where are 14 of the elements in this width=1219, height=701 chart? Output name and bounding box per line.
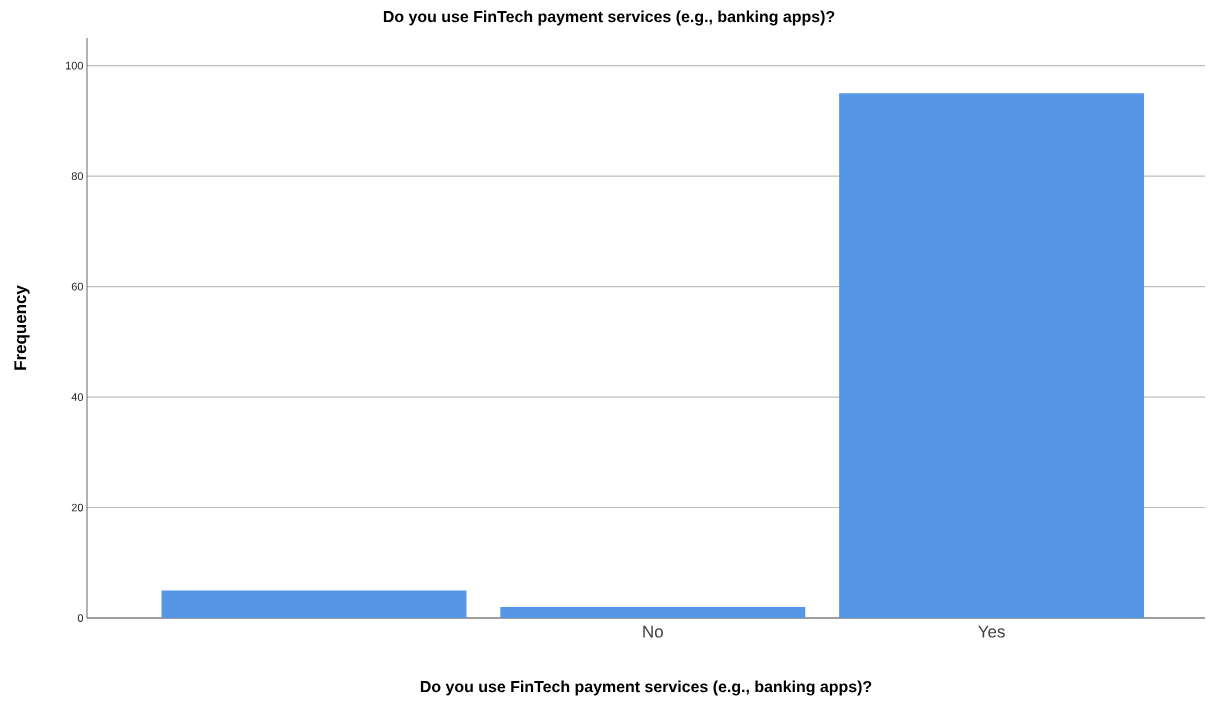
bar xyxy=(161,590,467,618)
x-axis-title: Do you use FinTech payment services (e.g., banking apps)? xyxy=(420,680,872,696)
y-axis-title: Frequency xyxy=(14,285,30,370)
y-tick-label: 100 xyxy=(66,61,84,70)
chart-title: Do you use FinTech payment services (e.g., banking apps)? xyxy=(383,10,835,26)
x-tick-label: No xyxy=(643,625,663,638)
y-tick-label: 40 xyxy=(71,393,84,401)
x-tick-label: Yes xyxy=(978,625,1005,638)
bar xyxy=(839,93,1145,618)
y-tick-label: 80 xyxy=(71,172,84,180)
y-tick-label: 0 xyxy=(77,614,84,622)
bar xyxy=(500,606,806,618)
y-tick-label: 60 xyxy=(71,282,84,291)
y-tick-label: 20 xyxy=(71,503,84,512)
